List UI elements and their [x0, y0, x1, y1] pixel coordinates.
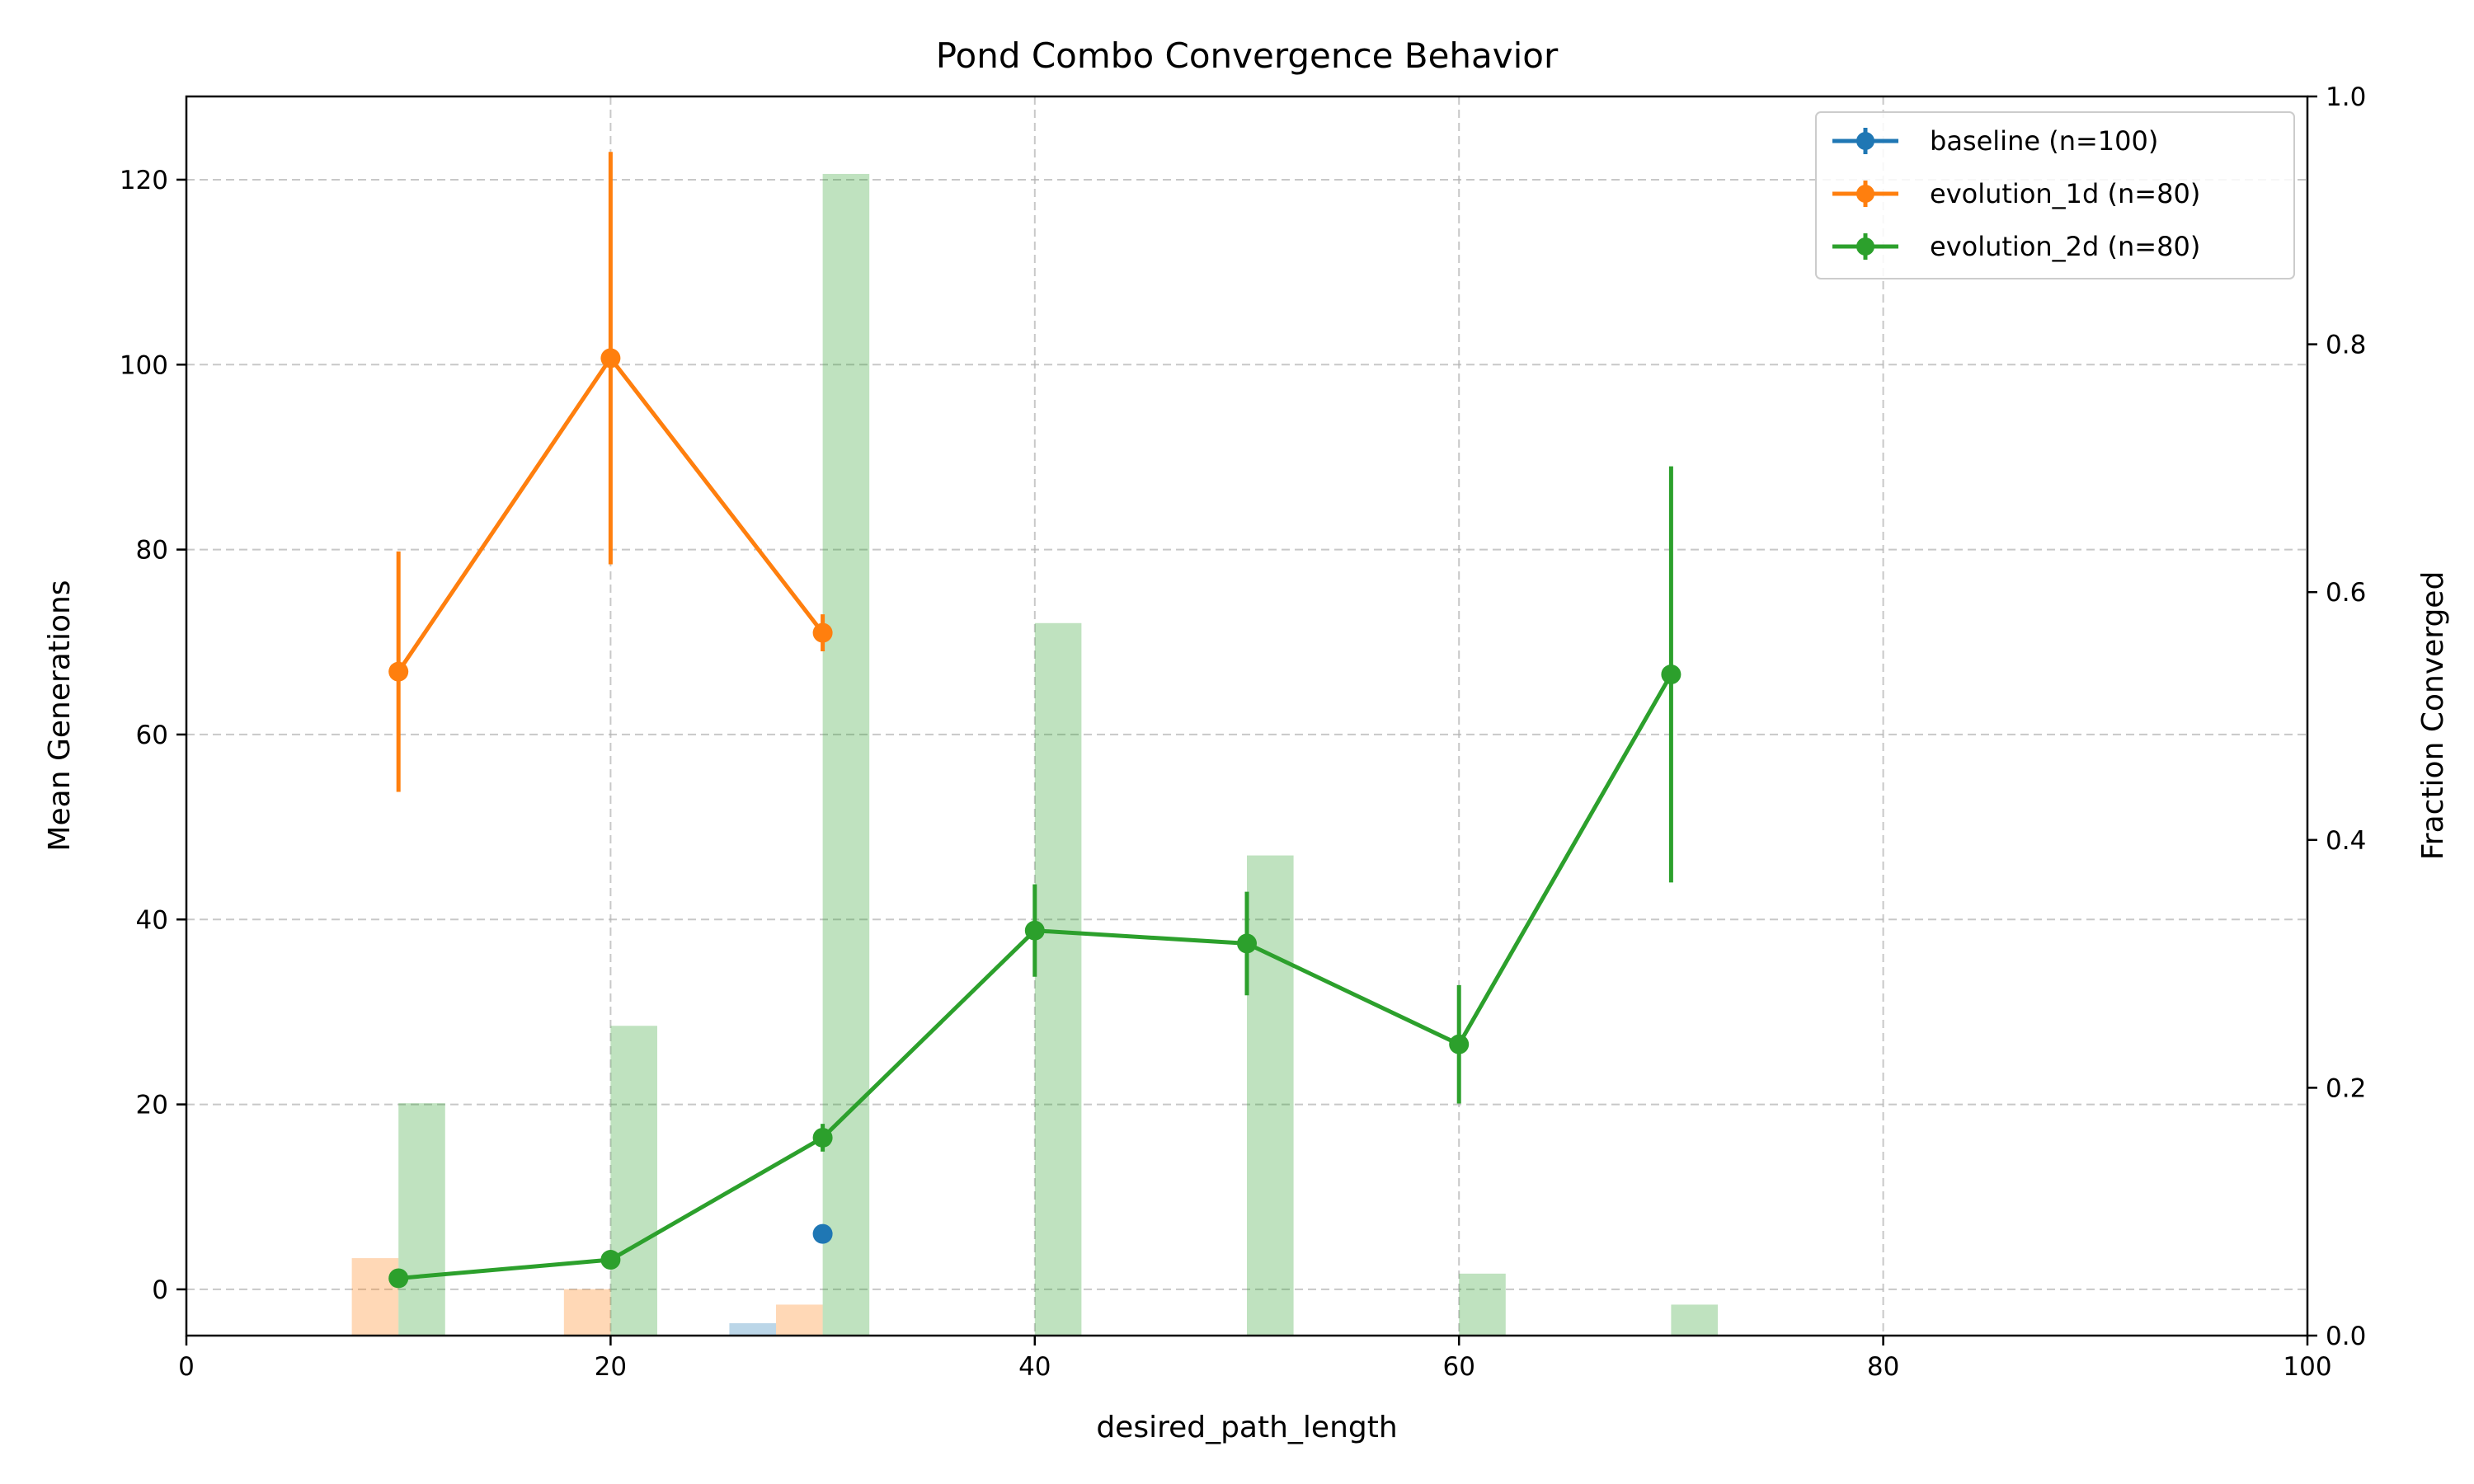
data-point [600, 1250, 621, 1270]
y-right-tick-label: 0.4 [2326, 826, 2366, 856]
data-point [812, 622, 833, 643]
data-point [388, 661, 409, 682]
chart-title: Pond Combo Convergence Behavior [936, 35, 1559, 76]
x-tick-label: 100 [2283, 1352, 2331, 1382]
fraction-bar [776, 1304, 823, 1336]
series-lines [388, 152, 1681, 1289]
y-right-tick-label: 0.2 [2326, 1073, 2366, 1103]
legend-entry-label: evolution_1d (n=80) [1930, 178, 2200, 209]
y-tick-label: 120 [120, 166, 168, 195]
data-point [1661, 665, 1681, 685]
x-tick-label: 0 [178, 1352, 195, 1382]
y-right-tick-label: 0.6 [2326, 578, 2366, 608]
y-right-tick-label: 1.0 [2326, 82, 2366, 112]
y-tick-label: 0 [152, 1275, 168, 1305]
legend-entry-label: baseline (n=100) [1930, 125, 2158, 157]
y-axis-label: Mean Generations [43, 580, 77, 851]
data-point [388, 1268, 409, 1289]
fraction-bar [1671, 1304, 1718, 1336]
fraction-bar [563, 1289, 611, 1336]
data-point [1237, 933, 1257, 954]
fraction-bar [1247, 855, 1294, 1336]
legend-entry-label: evolution_2d (n=80) [1930, 231, 2200, 262]
fraction-bar [729, 1322, 777, 1336]
x-tick-label: 80 [1867, 1352, 1899, 1382]
legend-swatch-marker [1856, 185, 1874, 203]
fraction-bar [1034, 622, 1082, 1336]
x-tick-label: 60 [1442, 1352, 1475, 1382]
data-point [600, 348, 621, 369]
fraction-bar [1459, 1273, 1506, 1336]
plot-frame [185, 95, 2309, 1337]
data-point [1024, 920, 1045, 941]
x-axis-label: desired_path_length [1096, 1411, 1397, 1444]
fraction-bar [351, 1258, 399, 1336]
legend-swatch-marker [1856, 132, 1874, 150]
x-tick-label: 40 [1018, 1352, 1051, 1382]
y-axis-right-label: Fraction Converged [2416, 571, 2450, 861]
legend-frame [1815, 111, 2295, 279]
y-right-tick-label: 0.8 [2326, 331, 2366, 360]
y-tick-label: 40 [136, 905, 168, 935]
data-point [812, 1127, 833, 1148]
y-tick-label: 100 [120, 350, 168, 380]
y-tick-label: 60 [136, 721, 168, 750]
legend: baseline (n=100) evolution_1d (n=80) evolu… [1815, 111, 2295, 279]
y-tick-label: 80 [136, 536, 168, 566]
y-right-tick-label: 0.0 [2326, 1322, 2366, 1351]
x-tick-label: 20 [595, 1352, 627, 1382]
fraction-bar [398, 1103, 445, 1336]
data-point [812, 1223, 833, 1244]
legend-swatch-marker [1856, 237, 1874, 256]
data-point [1449, 1034, 1470, 1054]
y-tick-label: 20 [136, 1091, 168, 1120]
fraction-bar [610, 1026, 657, 1336]
axes: 0 20 40 60 80 100 0 20 40 60 80 100 120 0.0 0.2 0.4 0.6 0… [120, 82, 2366, 1382]
fraction-bar [822, 173, 870, 1336]
